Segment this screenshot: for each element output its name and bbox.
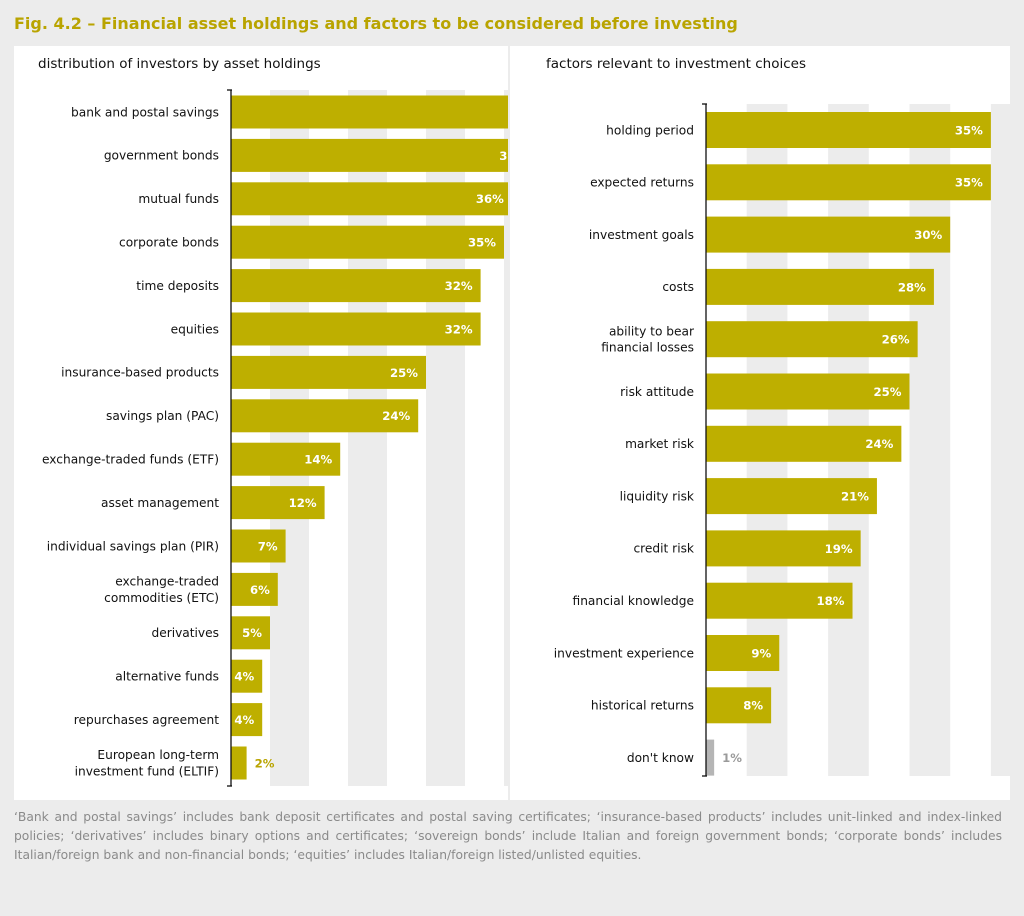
value-label-market-risk: 24% [865,437,893,451]
panel-asset-holdings: distribution of investors by asset holdi… [14,46,508,800]
category-label-derivatives: derivatives [151,626,219,640]
chart-asset-holdings: bank and postal savings48%government bon… [42,89,508,787]
bar-historical-returns [706,687,772,724]
category-label-bank-and-postal-savings: bank and postal savings [71,105,219,119]
bar-equities [231,312,481,346]
category-label-savings-plan-pac: savings plan (PAC) [106,409,219,423]
bar-exchange-traded-funds-etf [231,442,341,476]
category-label-investment-experience: investment experience [554,646,694,660]
bar-exchange-traded-commodities-etc [231,572,278,606]
category-label-asset-management: asset management [101,496,219,510]
value-label-ability-to-bear-financial-losses: 26% [882,333,910,347]
value-label-credit-risk: 19% [825,542,853,556]
bar-mutual-funds [231,182,508,216]
category-label-mutual-funds: mutual funds [138,192,219,206]
bar-credit-risk [706,530,861,567]
grid-stripe [909,104,951,776]
value-label-investment-goals: 30% [914,228,942,242]
bar-insurance-based-products [231,355,426,389]
value-label-mutual-funds: 36% [476,192,504,206]
category-label-ability-to-bear-financial-losses: ability to bear financial losses [601,324,695,354]
category-label-liquidity-risk: liquidity risk [620,489,695,503]
category-label-individual-savings-plan-pir: individual savings plan (PIR) [47,539,219,553]
bar-market-risk [706,425,902,462]
category-label-repurchases-agreement: repurchases agreement [74,713,219,727]
bar-expected-returns [706,164,991,201]
value-label-holding-period: 35% [955,123,983,137]
category-label-exchange-traded-funds-etf: exchange-traded funds (ETF) [42,452,219,466]
bar-financial-knowledge [706,582,853,619]
value-label-insurance-based-products: 25% [390,366,418,380]
value-label-corporate-bonds: 35% [468,236,496,250]
category-label-exchange-traded-commodities-etc: exchange-traded commodities (ETC) [104,575,219,605]
value-label-government-bonds: 39% [499,149,508,163]
bar-liquidity-risk [706,478,877,515]
category-label-credit-risk: credit risk [633,542,694,556]
chart-title-investment-factors: factors relevant to investment choices [546,56,807,72]
bar-costs [706,268,934,305]
bar-government-bonds [231,138,508,172]
category-label-expected-returns: expected returns [590,176,694,190]
value-label-alternative-funds: 4% [234,670,254,684]
value-label-individual-savings-plan-pir: 7% [258,539,278,553]
chart-investment-factors: holding period 35% expected returns 35% inve… [554,103,1010,777]
category-label-european-long-term-investment-fund-eltif: European long-term investment fund (ELTIF… [75,748,219,778]
category-label-historical-returns: historical returns [591,699,694,713]
grid-stripe [990,104,1010,776]
category-label-government-bonds: government bonds [104,149,219,163]
bar-time-deposits [231,269,481,303]
category-label-market-risk: market risk [625,437,695,451]
grid-stripe [504,90,508,786]
chart-title-asset-holdings: distribution of investors by asset holdi… [38,56,321,72]
value-label-time-deposits: 32% [445,279,473,293]
bar-alternative-funds [231,659,263,693]
value-label-derivatives: 5% [242,626,262,640]
value-label-repurchases-agreement: 4% [234,713,254,727]
value-label-exchange-traded-funds-etf: 14% [304,453,332,467]
figure-title: Fig. 4.2 – Financial asset holdings and … [14,14,738,33]
bar-don-t-know [706,739,715,776]
value-label-don-t-know: 1% [722,751,742,765]
bar-investment-experience [706,635,780,671]
bar-ability-to-bear-financial-losses [706,321,918,358]
panel-investment-factors: factors relevant to investment choices h… [510,46,1010,800]
bar-repurchases-agreement [231,703,263,737]
category-label-alternative-funds: alternative funds [115,669,219,683]
category-label-don-t-know: don't know [627,751,694,765]
value-label-financial-knowledge: 18% [817,594,845,608]
category-label-holding-period: holding period [606,123,694,137]
value-label-european-long-term-investment-fund-eltif: 2% [255,756,275,770]
value-label-costs: 28% [898,280,926,294]
footnote: ‘Bank and postal savings’ includes bank … [14,808,1002,865]
category-label-investment-goals: investment goals [589,228,694,242]
bar-investment-goals [706,216,951,253]
bar-bank-and-postal-savings [231,95,508,129]
bar-individual-savings-plan-pir [231,529,286,563]
category-label-costs: costs [662,280,694,294]
category-label-risk-attitude: risk attitude [620,385,694,399]
category-label-insurance-based-products: insurance-based products [61,366,219,380]
category-label-financial-knowledge: financial knowledge [573,594,694,608]
value-label-exchange-traded-commodities-etc: 6% [250,583,270,597]
bar-corporate-bonds [231,225,504,259]
footnote-text: ‘Bank and postal savings’ includes bank … [14,810,1002,862]
bar-savings-plan-pac [231,399,419,433]
value-label-equities: 32% [445,322,473,336]
value-label-expected-returns: 35% [955,176,983,190]
value-label-asset-management: 12% [289,496,317,510]
category-label-time-deposits: time deposits [136,279,219,293]
bar-derivatives [231,616,270,650]
bar-european-long-term-investment-fund-eltif [231,746,247,780]
bar-asset-management [231,486,325,520]
value-label-investment-experience: 9% [751,646,771,660]
category-label-equities: equities [171,322,219,336]
bar-holding-period [706,112,991,148]
value-label-risk-attitude: 25% [874,385,902,399]
value-label-historical-returns: 8% [743,699,763,713]
category-label-corporate-bonds: corporate bonds [119,235,219,249]
value-label-liquidity-risk: 21% [841,489,869,503]
bar-risk-attitude [706,373,910,410]
value-label-savings-plan-pac: 24% [382,409,410,423]
